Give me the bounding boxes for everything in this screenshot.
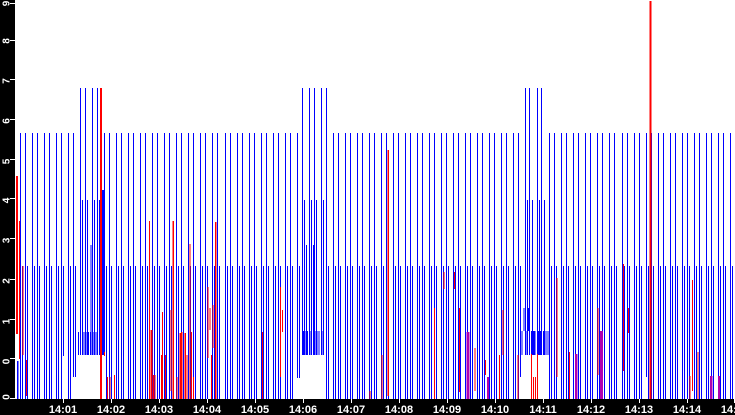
svg-text:3: 3 bbox=[2, 237, 13, 243]
svg-text:14:15: 14:15 bbox=[721, 404, 735, 415]
svg-text:14:08: 14:08 bbox=[385, 404, 413, 415]
svg-text:14:01: 14:01 bbox=[49, 404, 77, 415]
svg-text:14:02: 14:02 bbox=[97, 404, 125, 415]
svg-text:8: 8 bbox=[2, 38, 13, 44]
svg-text:1: 1 bbox=[2, 318, 13, 324]
svg-text:7: 7 bbox=[2, 78, 13, 84]
svg-text:14:06: 14:06 bbox=[289, 404, 317, 415]
svg-text:14:10: 14:10 bbox=[481, 404, 509, 415]
svg-text:0: 0 bbox=[2, 358, 13, 364]
svg-text:14:07: 14:07 bbox=[337, 404, 365, 415]
svg-text:4: 4 bbox=[2, 197, 13, 203]
svg-text:5: 5 bbox=[2, 158, 13, 164]
svg-text:14:04: 14:04 bbox=[193, 404, 222, 415]
svg-text:14:13: 14:13 bbox=[625, 404, 653, 415]
svg-text:2: 2 bbox=[2, 278, 13, 284]
svg-text:6: 6 bbox=[2, 118, 13, 124]
svg-text:14:14: 14:14 bbox=[673, 404, 702, 415]
svg-text:14:09: 14:09 bbox=[433, 404, 461, 415]
svg-text:14:11: 14:11 bbox=[529, 404, 557, 415]
svg-text:9: 9 bbox=[2, 0, 13, 6]
svg-text:14:12: 14:12 bbox=[577, 404, 605, 415]
svg-text:0: 0 bbox=[2, 394, 13, 400]
svg-text:14:03: 14:03 bbox=[145, 404, 173, 415]
svg-text:14:05: 14:05 bbox=[241, 404, 269, 415]
